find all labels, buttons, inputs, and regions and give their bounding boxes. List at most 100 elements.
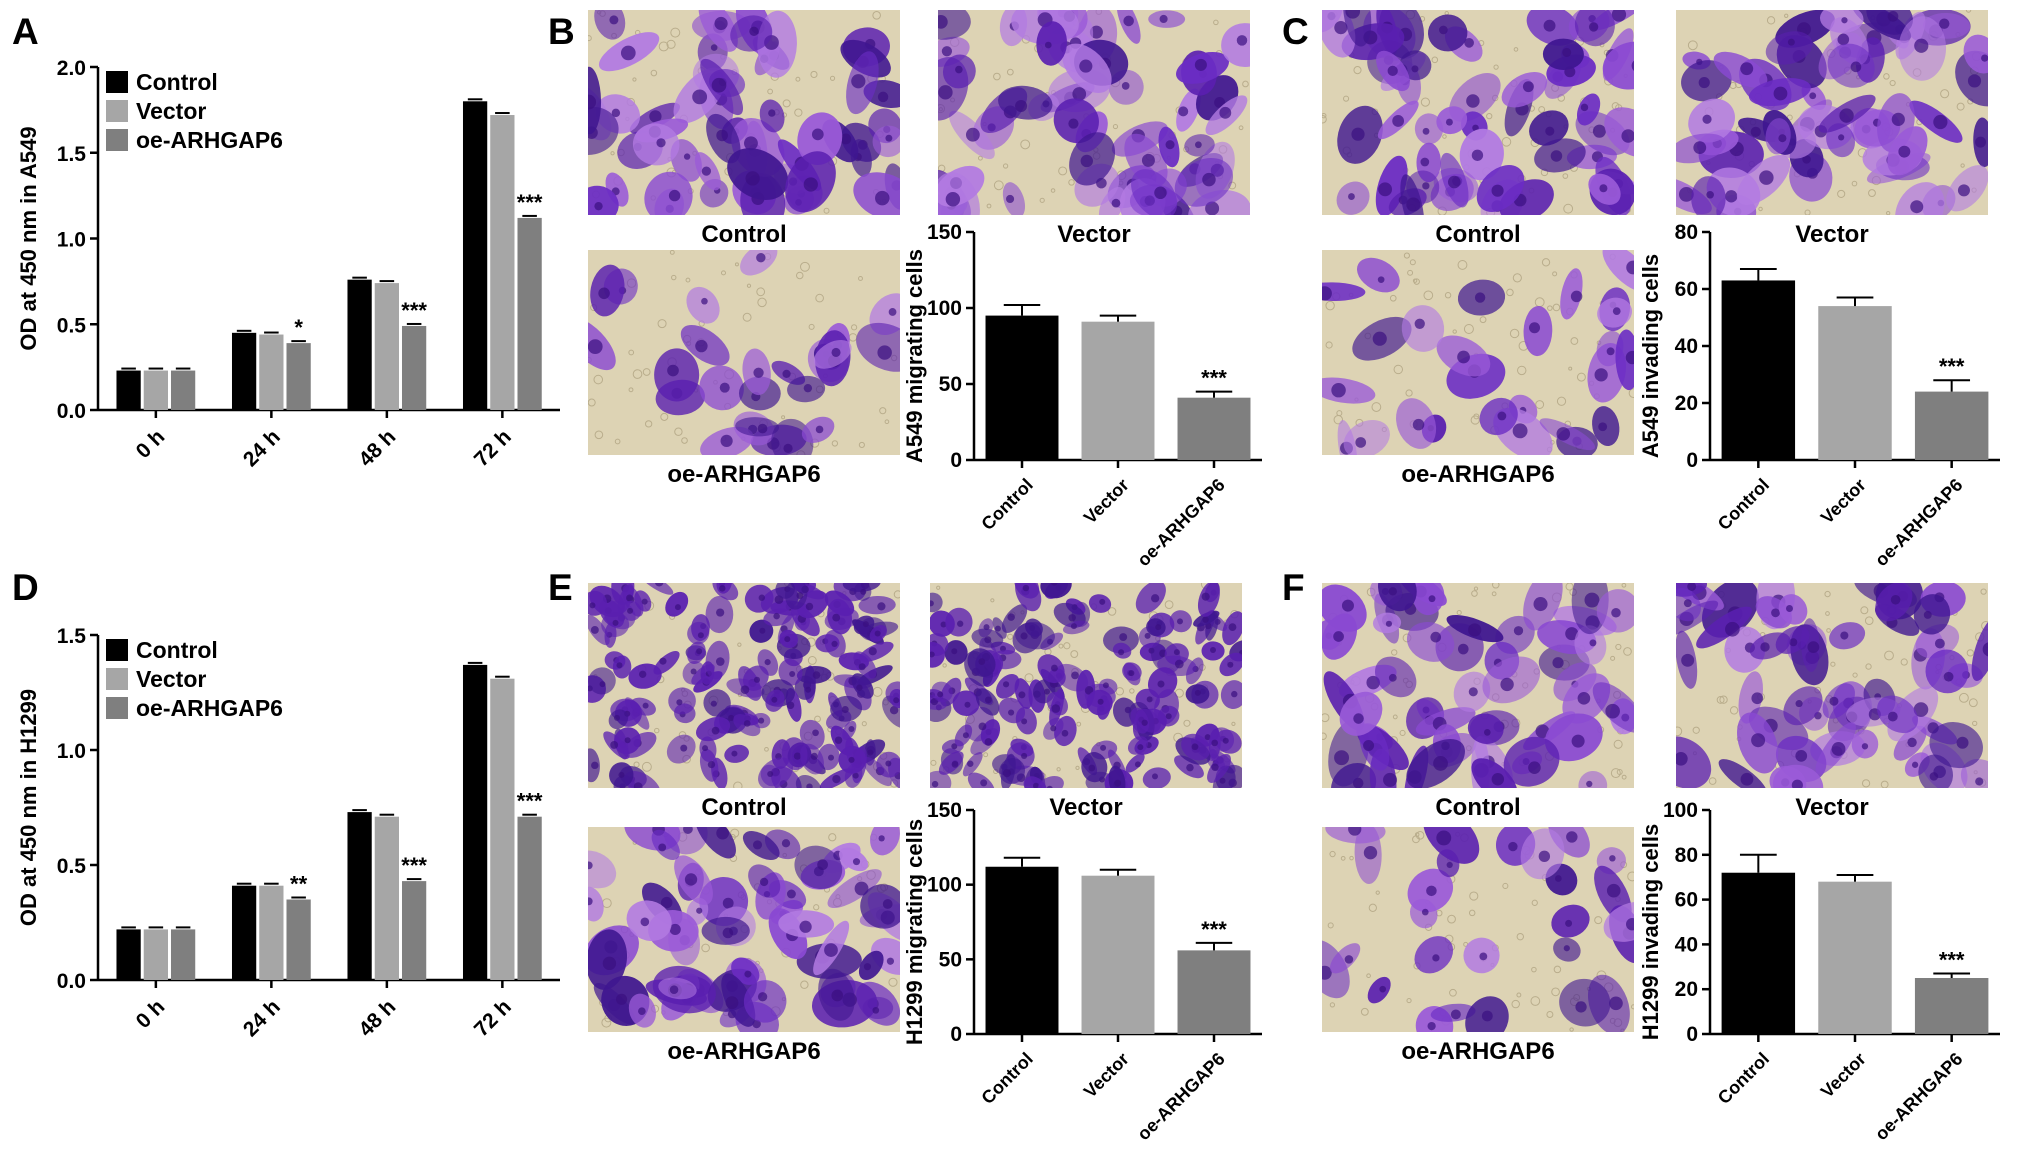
- cell-nucleus: [1334, 750, 1350, 766]
- pore: [730, 828, 740, 838]
- cell-nucleus: [1605, 703, 1620, 719]
- stained-cell: [731, 957, 760, 985]
- pore: [1371, 402, 1382, 412]
- stained-cell: [860, 884, 900, 929]
- x-tick-label: oe-ARHGAP6: [1871, 475, 1966, 570]
- y-tick-label: 0: [1686, 449, 1698, 472]
- bar-vector: [1081, 875, 1155, 1034]
- legend-label: Vector: [136, 666, 206, 692]
- pore: [1343, 95, 1350, 102]
- pore: [632, 77, 637, 82]
- cell-nucleus: [1119, 633, 1128, 642]
- cell-nucleus: [602, 956, 617, 971]
- cell-nucleus: [875, 190, 890, 206]
- cell-nucleus: [1588, 22, 1599, 32]
- cell-nucleus: [815, 425, 824, 434]
- cell-nucleus: [773, 612, 780, 620]
- cell-nucleus: [1611, 607, 1621, 618]
- cell-nucleus: [1584, 592, 1600, 608]
- bar-control: [985, 315, 1059, 460]
- cell-nucleus: [1022, 584, 1030, 592]
- cell-nucleus: [1592, 124, 1606, 138]
- pore: [1479, 316, 1487, 324]
- pore: [1075, 765, 1080, 770]
- cell-nucleus: [848, 725, 855, 732]
- cell-nucleus: [1565, 919, 1573, 927]
- pore: [1058, 643, 1064, 649]
- pore: [1392, 714, 1398, 720]
- pore: [650, 69, 658, 77]
- pore: [1470, 415, 1480, 425]
- x-tick-label: Control: [977, 475, 1036, 534]
- cell-nucleus: [1566, 831, 1578, 843]
- stained-cell: [1913, 594, 1951, 635]
- pore: [674, 427, 683, 436]
- cell-nucleus: [1194, 689, 1201, 696]
- cell-nucleus: [1363, 846, 1378, 860]
- cell-nucleus: [940, 621, 947, 628]
- pore: [1631, 1004, 1634, 1010]
- cell-nucleus: [1432, 954, 1440, 962]
- y-tick-label: 1.5: [57, 625, 87, 648]
- cell-nucleus: [731, 750, 738, 757]
- pore: [1627, 871, 1634, 882]
- cell-nucleus: [1194, 58, 1207, 71]
- pore: [1007, 633, 1014, 640]
- cell-nucleus: [1002, 681, 1010, 688]
- pore: [1868, 189, 1876, 197]
- cell-nucleus: [624, 737, 631, 744]
- cell-nucleus: [941, 46, 953, 57]
- pore: [1325, 300, 1335, 311]
- image-caption: oe-ARHGAP6: [667, 1038, 820, 1065]
- cell-nucleus: [1228, 623, 1237, 632]
- stained-cell: [1427, 14, 1468, 52]
- cell-nucleus: [831, 347, 841, 357]
- cell-nucleus: [872, 1006, 880, 1014]
- cell-nucleus: [951, 648, 958, 655]
- cell-nucleus: [1363, 739, 1375, 751]
- bar-oe-arhgap6: [517, 816, 542, 980]
- pore: [1692, 726, 1700, 734]
- y-tick-label: 0: [1686, 1023, 1698, 1046]
- cell-nucleus: [1795, 749, 1808, 762]
- bar-oe-arhgap6: [286, 343, 311, 410]
- pore: [1329, 850, 1336, 858]
- cell-nucleus: [1508, 841, 1518, 852]
- cell-nucleus: [888, 308, 897, 316]
- pore: [1112, 123, 1119, 130]
- cell-nucleus: [759, 877, 769, 887]
- cell-nucleus: [626, 594, 633, 602]
- cell-nucleus: [716, 129, 728, 142]
- cell-nucleus: [1606, 883, 1621, 898]
- y-axis-label: A549 migrating cells: [902, 249, 927, 463]
- cell-nucleus: [1693, 141, 1707, 155]
- cell-nucleus: [1571, 734, 1585, 748]
- significance-marker: ***: [1201, 917, 1227, 942]
- cell-nucleus: [1612, 307, 1621, 315]
- cell-nucleus: [1414, 318, 1425, 329]
- cell-nucleus: [609, 15, 619, 25]
- pore: [1020, 139, 1031, 150]
- cell-nucleus: [1219, 777, 1226, 784]
- cell-nucleus: [616, 662, 623, 669]
- cell-nucleus: [1809, 92, 1817, 100]
- pore: [1980, 588, 1987, 595]
- cell-nucleus: [1345, 10, 1361, 19]
- stained-cell: [612, 655, 632, 679]
- cell-nucleus: [716, 657, 725, 666]
- cell-nucleus: [1563, 945, 1570, 952]
- pore: [1006, 68, 1014, 76]
- cell-nucleus: [889, 706, 899, 715]
- pore: [1107, 607, 1117, 616]
- cell-nucleus: [641, 598, 648, 605]
- y-tick-label: 1.0: [57, 740, 86, 763]
- cell-nucleus: [832, 774, 841, 784]
- cell-nucleus: [1211, 739, 1219, 747]
- cell-nucleus: [696, 648, 703, 655]
- cell-nucleus: [707, 760, 716, 769]
- pore: [1420, 97, 1430, 107]
- cell-nucleus: [858, 663, 866, 671]
- cell-nucleus: [1543, 19, 1556, 32]
- cell-nucleus: [1891, 112, 1905, 126]
- cell-nucleus: [1406, 197, 1421, 212]
